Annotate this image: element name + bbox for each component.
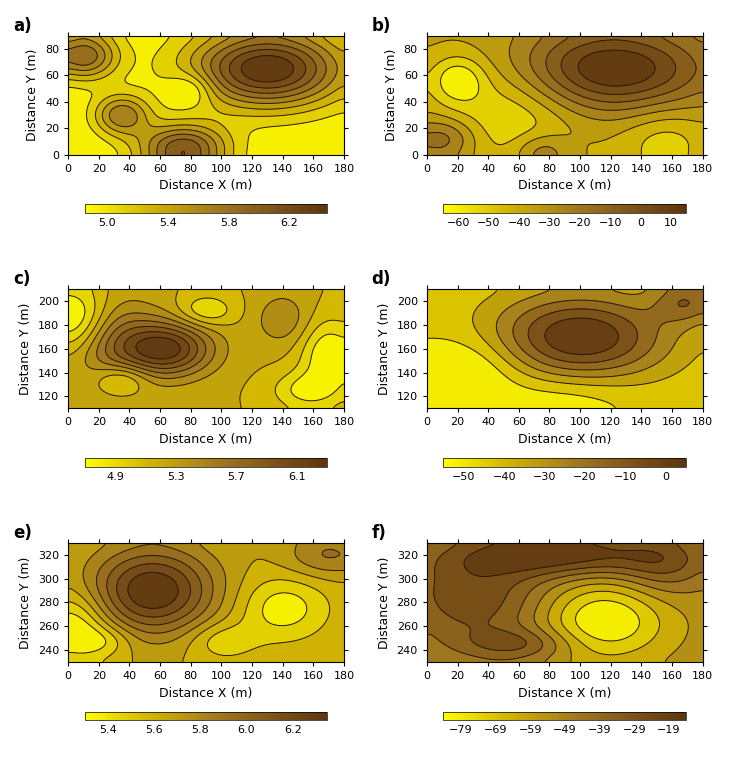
Y-axis label: Distance Y (m): Distance Y (m) [385, 49, 398, 142]
X-axis label: Distance X (m): Distance X (m) [159, 433, 253, 446]
Y-axis label: Distance Y (m): Distance Y (m) [378, 556, 391, 649]
Text: c): c) [13, 270, 30, 288]
X-axis label: Distance X (m): Distance X (m) [518, 180, 612, 193]
X-axis label: Distance X (m): Distance X (m) [159, 687, 253, 700]
Text: a): a) [13, 17, 31, 35]
Y-axis label: Distance Y (m): Distance Y (m) [26, 49, 39, 142]
Y-axis label: Distance Y (m): Distance Y (m) [19, 556, 32, 649]
Text: f): f) [372, 524, 386, 542]
X-axis label: Distance X (m): Distance X (m) [518, 687, 612, 700]
X-axis label: Distance X (m): Distance X (m) [159, 180, 253, 193]
Text: d): d) [372, 270, 391, 288]
X-axis label: Distance X (m): Distance X (m) [518, 433, 612, 446]
Text: e): e) [13, 524, 32, 542]
Y-axis label: Distance Y (m): Distance Y (m) [20, 302, 32, 395]
Y-axis label: Distance Y (m): Distance Y (m) [378, 302, 391, 395]
Text: b): b) [372, 17, 391, 35]
